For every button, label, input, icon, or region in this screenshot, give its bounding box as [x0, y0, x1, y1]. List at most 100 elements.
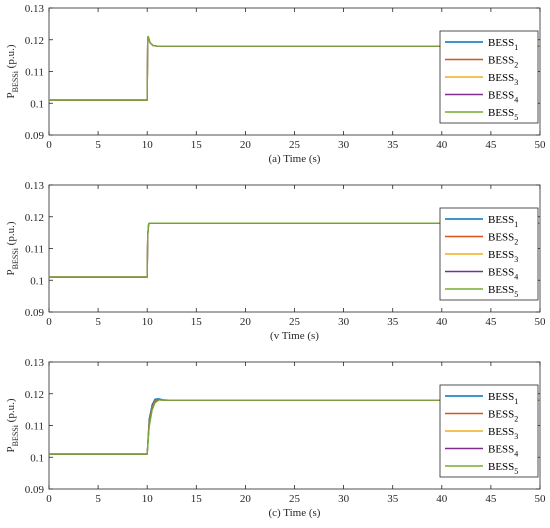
y-tick-label: 0.13: [25, 3, 45, 15]
x-tick-label: 5: [95, 316, 101, 328]
legend-label-main: BESS: [488, 72, 514, 84]
legend-label-main: BESS: [488, 284, 514, 296]
x-tick-label: 20: [240, 316, 252, 328]
y-axis-label-sub: BESSi: [11, 70, 20, 92]
legend-label-main: BESS: [488, 107, 514, 119]
x-tick-label: 0: [46, 493, 52, 505]
y-axis-label-sub: BESSi: [11, 424, 20, 446]
x-tick-label: 10: [142, 493, 154, 505]
y-tick-label: 0.09: [25, 307, 45, 319]
legend-label-main: BESS: [488, 214, 514, 226]
y-axis-label: PBESSi (p.u.): [5, 398, 20, 452]
y-tick-label: 0.12: [25, 212, 44, 224]
x-tick-label: 45: [485, 139, 497, 151]
x-tick-label: 45: [485, 493, 497, 505]
x-tick-label: 20: [240, 139, 252, 151]
x-tick-label: 30: [338, 139, 350, 151]
legend-label: BESS3: [488, 249, 518, 264]
legend-label: BESS3: [488, 72, 518, 87]
x-tick-label: 35: [387, 316, 399, 328]
y-axis-label-unit: (p.u.): [5, 221, 17, 248]
legend-label: BESS5: [488, 107, 518, 122]
x-tick-label: 10: [142, 139, 154, 151]
legend-label-main: BESS: [488, 444, 514, 456]
y-tick-label: 0.12: [25, 389, 44, 401]
x-tick-label: 35: [387, 493, 399, 505]
series-line-BESS5: [49, 222, 540, 278]
legend-label-sub: 5: [514, 113, 518, 122]
series-line-BESS5: [49, 35, 540, 101]
y-tick-label: 0.11: [25, 244, 44, 256]
y-axis-label-sub: BESSi: [11, 247, 20, 269]
y-axis-label: PBESSi (p.u.): [5, 44, 20, 98]
y-tick-label: 0.11: [25, 421, 44, 433]
y-tick-label: 0.13: [25, 357, 45, 369]
legend-label-sub: 3: [514, 78, 518, 87]
x-tick-label: 0: [46, 139, 52, 151]
legend-label-sub: 4: [514, 450, 518, 459]
x-tick-label: 0: [46, 316, 52, 328]
x-axis-label: (v Time (s): [270, 330, 319, 342]
legend-label-sub: 2: [514, 238, 518, 247]
legend-label-main: BESS: [488, 37, 514, 49]
y-tick-label: 0.1: [30, 98, 44, 110]
legend-label: BESS5: [488, 461, 518, 476]
legend-label-sub: 2: [514, 415, 518, 424]
x-tick-label: 50: [535, 139, 547, 151]
x-tick-label: 50: [535, 493, 547, 505]
legend-label-sub: 1: [514, 397, 518, 406]
legend-label: BESS4: [488, 444, 518, 459]
series-group: [49, 222, 540, 278]
legend-label-sub: 2: [514, 61, 518, 70]
series-group: [49, 398, 540, 455]
x-axis-label: (a) Time (s): [269, 153, 321, 165]
x-tick-label: 25: [289, 493, 301, 505]
legend-label-main: BESS: [488, 267, 514, 279]
legend-label-sub: 1: [514, 43, 518, 52]
chart-panel-1: 0 5 10 15 20 25 30 35 40 45 500.090.10.110.120.13(…: [5, 3, 546, 165]
series-group: [49, 35, 540, 101]
x-tick-label: 35: [387, 139, 399, 151]
y-tick-label: 0.09: [25, 484, 45, 496]
legend-label: BESS3: [488, 426, 518, 441]
x-axis-label: (c) Time (s): [269, 507, 321, 519]
legend-label-main: BESS: [488, 90, 514, 102]
legend-label-sub: 4: [514, 273, 518, 282]
legend-label-sub: 3: [514, 255, 518, 264]
y-tick-label: 0.12: [25, 35, 44, 47]
series-line-BESS5: [49, 399, 540, 455]
legend-label-main: BESS: [488, 426, 514, 438]
legend-label-sub: 3: [514, 432, 518, 441]
legend-label: BESS1: [488, 37, 518, 52]
legend-label-main: BESS: [488, 232, 514, 244]
legend-label-main: BESS: [488, 409, 514, 421]
x-tick-label: 25: [289, 139, 301, 151]
y-tick-label: 0.11: [25, 67, 44, 79]
x-tick-label: 20: [240, 493, 252, 505]
x-tick-label: 40: [436, 139, 448, 151]
y-axis-label-unit: (p.u.): [5, 44, 17, 71]
x-tick-label: 40: [436, 493, 448, 505]
x-tick-label: 50: [535, 316, 547, 328]
legend-label-main: BESS: [488, 249, 514, 261]
legend-label-main: BESS: [488, 461, 514, 473]
legend-label: BESS2: [488, 232, 518, 247]
legend-label-main: BESS: [488, 55, 514, 67]
x-tick-label: 25: [289, 316, 301, 328]
x-tick-label: 10: [142, 316, 154, 328]
x-tick-label: 30: [338, 316, 350, 328]
x-tick-label: 5: [95, 139, 101, 151]
legend-label-sub: 1: [514, 220, 518, 229]
x-tick-label: 15: [191, 139, 203, 151]
y-axis-label-main: P: [5, 92, 17, 98]
y-axis-label-main: P: [5, 269, 17, 275]
x-tick-label: 40: [436, 316, 448, 328]
y-tick-label: 0.09: [25, 130, 45, 142]
y-axis-label: PBESSi (p.u.): [5, 221, 20, 275]
y-tick-label: 0.13: [25, 180, 45, 192]
chart-panel-3: 0 5 10 15 20 25 30 35 40 45 500.090.10.110.120.13(…: [5, 357, 546, 519]
y-axis-label-unit: (p.u.): [5, 398, 17, 425]
